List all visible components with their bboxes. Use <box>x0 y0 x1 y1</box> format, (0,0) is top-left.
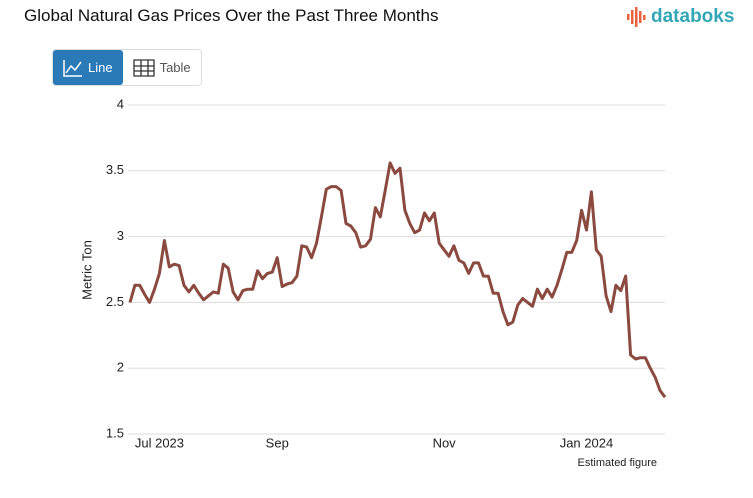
x-tick-label: Nov <box>433 435 457 450</box>
y-tick-label: 4 <box>117 96 124 111</box>
table-button[interactable]: Table <box>123 50 201 85</box>
y-tick-label: 2 <box>117 360 124 375</box>
line-button-label: Line <box>88 60 113 75</box>
line-icon <box>63 59 82 77</box>
table-button-label: Table <box>159 60 191 75</box>
logo-icon <box>627 7 646 27</box>
title: Global Natural Gas Prices Over the Past … <box>24 6 439 25</box>
price-line <box>128 161 667 399</box>
y-tick-label: 2.5 <box>106 294 124 309</box>
logo-text: databoks <box>651 6 735 27</box>
x-tick-label: Jan 2024 <box>560 435 614 450</box>
view-toggle: Line Table <box>52 49 202 86</box>
y-tick-label: 1.5 <box>106 425 124 440</box>
note: Estimated figure <box>578 457 657 469</box>
x-tick-label: Sep <box>266 435 289 450</box>
y-axis-label: Metric Ton <box>79 240 94 300</box>
table-icon <box>132 58 155 77</box>
y-tick-label: 3 <box>117 228 124 243</box>
line-button[interactable]: Line <box>53 50 123 85</box>
x-tick-label: Jul 2023 <box>135 435 184 450</box>
logo: databoks <box>626 6 734 28</box>
y-tick-label: 3.5 <box>106 162 124 177</box>
